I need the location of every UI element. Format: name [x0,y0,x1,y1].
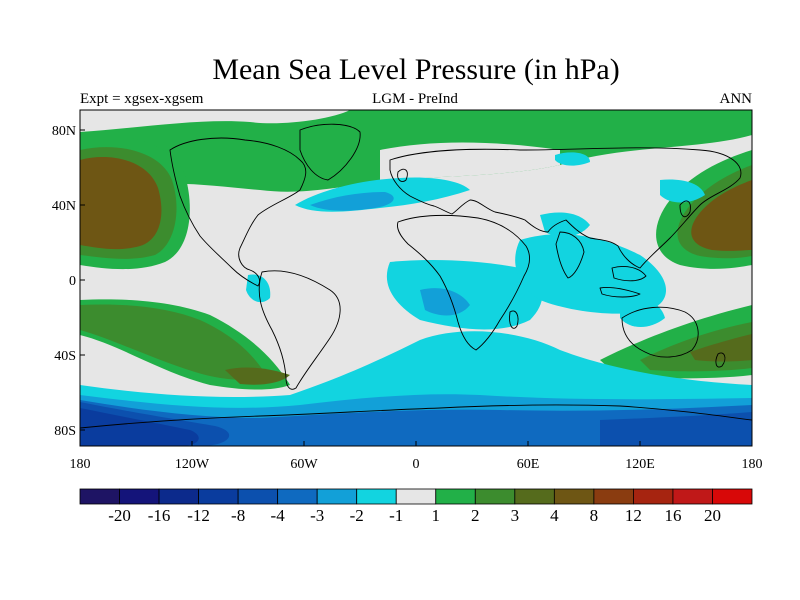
lat-tick-label: 80S [54,424,76,439]
colorbar-label: -1 [389,506,403,525]
experiment-label: Expt = xgsex-xgsem [80,91,204,107]
colorbar-swatch [514,488,555,505]
colorbar-swatch [553,488,595,505]
lat-tick-label: 40S [54,349,76,364]
colorbar-swatch [395,488,437,505]
colorbar-label: -20 [108,506,131,525]
colorbar-swatch [356,488,397,505]
experiment-comparison-label: LGM - PreInd [372,91,458,107]
colorbar-label: -8 [231,506,245,525]
colorbar-swatch [633,488,674,505]
colorbar-label: 16 [664,506,681,525]
amazon-negative [246,274,271,303]
lat-tick-label: 0 [69,274,76,289]
colorbar-label: 8 [590,506,599,525]
lat-tick-label: 80N [52,124,76,139]
colorbar-swatch [316,488,358,505]
lat-tick-label: 40N [52,199,76,214]
east-asia-negative [620,298,665,327]
colorbar-label: -2 [350,506,364,525]
longitude-axis: 180 120W 60W 0 60E 120E 180 [70,441,763,472]
colorbar-swatch [119,488,160,505]
lon-tick-label: 120E [625,457,655,472]
colorbar-label: 4 [550,506,559,525]
pressure-anomaly-field [80,110,752,446]
colorbar-label: -3 [310,506,324,525]
lon-tick-label: 60E [517,457,540,472]
colorbar-swatch [474,488,516,505]
lon-tick-label: 180 [742,457,763,472]
colorbar-swatch [158,488,199,505]
colorbar-label: 1 [432,506,441,525]
indian-ocean-negative [515,234,667,314]
lon-tick-label: 180 [70,457,91,472]
colorbar-label: 3 [511,506,520,525]
colorbar-swatch [593,488,634,505]
colorbar: -20 -16 -12 -8 -4 -3 -2 -1 1 2 3 4 8 12 16 20 [79,488,753,525]
colorbar-swatch [79,488,120,505]
latitude-axis: 80N 40N 0 40S 80S [52,124,85,439]
colorbar-swatch [435,488,476,505]
colorbar-label: -16 [148,506,171,525]
map-title: Mean Sea Level Pressure (in hPa) [212,53,620,86]
colorbar-label: 20 [704,506,721,525]
colorbar-swatch [277,488,318,505]
lon-tick-label: 120W [175,457,210,472]
coastlines [80,123,752,429]
colorbar-label: 12 [625,506,642,525]
colorbar-swatch [672,488,713,505]
siberia-negative [555,152,590,166]
colorbar-label: -4 [271,506,286,525]
tropical-atlantic-africa-negative [386,260,543,330]
colorbar-swatch [712,488,753,505]
lon-tick-label: 0 [413,457,420,472]
colorbar-swatch [237,488,279,505]
colorbar-swatch [198,488,239,505]
lon-tick-label: 60W [290,457,318,472]
season-label: ANN [719,91,753,107]
colorbar-label: 2 [471,506,480,525]
west-pacific-negative [660,179,705,203]
colorbar-label: -12 [187,506,210,525]
